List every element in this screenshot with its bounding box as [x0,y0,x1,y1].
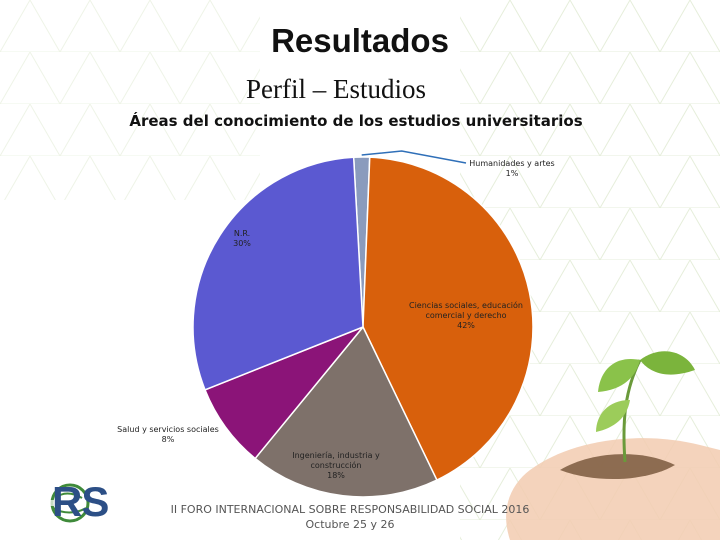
slice-label-line: 42% [457,321,475,330]
slice-label-line: comercial y derecho [425,311,506,320]
pie-slice-4 [192,156,364,391]
forum-logo-globe-icon [44,483,90,523]
footer-date: Octubre 25 y 26 [305,518,395,531]
footer-event-name: II FORO INTERNACIONAL SOBRE RESPONSABILI… [170,503,530,516]
logo-text: RS [52,478,109,525]
slide-title: Resultados [271,22,449,59]
slice-label-line: 8% [162,435,175,444]
slice-label-line: N.R. [234,229,250,238]
slice-label-4: N.R. 30% [233,229,251,248]
slice-label-0: Humanidades y artes 1% [469,159,554,178]
slice-label-line: 18% [327,471,345,480]
pie-slice-1 [362,156,534,482]
footer: II FORO INTERNACIONAL SOBRE RESPONSABILI… [150,502,550,532]
slice-label-1: Ciencias sociales, educación comercial y … [409,300,523,330]
slice-label-line: construcción [310,460,361,470]
slice-label-2: Ingeniería, industria y construcción 18% [292,451,380,480]
slice-label-line: Humanidades y artes [469,159,554,168]
chart-title: Áreas del conocimiento de los estudios u… [129,112,583,130]
slice-label-line: 30% [233,239,251,248]
slice-label-line: Ciencias sociales, educación [409,300,523,310]
leader-line [361,150,467,164]
slice-label-3: Salud y servicios sociales 8% [117,425,219,444]
slice-label-line: Salud y servicios sociales [117,425,219,434]
slice-label-line: Ingeniería, industria y [292,451,380,460]
pie-slice-2 [254,325,438,498]
slide-subtitle: Perfil – Estudios [246,74,426,104]
slice-label-line: 1% [506,169,519,178]
